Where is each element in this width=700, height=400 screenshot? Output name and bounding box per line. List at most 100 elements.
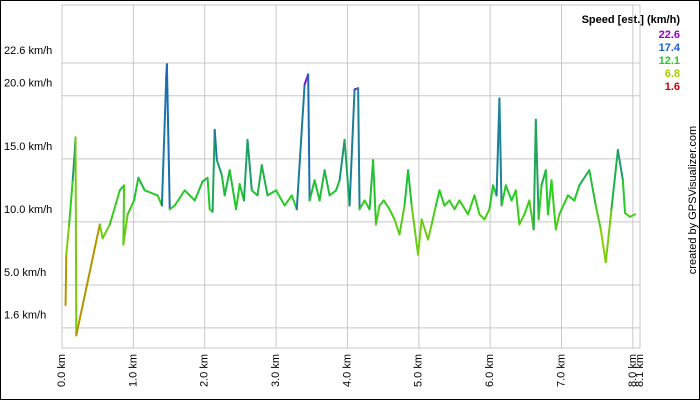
speed-segment <box>215 159 223 177</box>
speed-segment <box>193 180 204 202</box>
speed-segment <box>223 169 231 197</box>
speed-segment <box>372 159 377 226</box>
speed-segment <box>308 179 316 202</box>
speed-segment <box>378 199 385 207</box>
speed-segment <box>500 184 507 207</box>
x-tick-label: 2.0 km <box>199 354 211 387</box>
speed-segment <box>348 88 356 207</box>
legend-value: 1.6 <box>665 81 680 93</box>
speed-segment <box>357 87 361 211</box>
x-tick-label: 1.0 km <box>127 354 139 387</box>
speed-segment <box>283 194 293 207</box>
speed-segment <box>250 189 259 197</box>
y-tick-label: 10.0 km/h <box>4 204 52 216</box>
speed-segment <box>573 184 581 202</box>
speed-segment <box>599 228 607 264</box>
speed-segment <box>228 169 238 211</box>
speed-segment <box>388 208 396 221</box>
speed-segment <box>473 194 481 216</box>
speed-segment <box>430 204 437 226</box>
speed-segment <box>544 169 549 216</box>
speed-segment <box>343 138 351 207</box>
speed-segment <box>122 213 129 246</box>
speed-segment <box>74 136 78 337</box>
speed-segment <box>558 194 569 216</box>
speed-segment <box>537 184 543 221</box>
x-tick-label: 3.0 km <box>270 354 282 387</box>
speed-segment <box>328 189 338 197</box>
speed-segment <box>467 194 476 216</box>
speed-segment <box>403 169 410 207</box>
legend-value: 22.6 <box>659 29 680 41</box>
speed-segment <box>382 199 391 211</box>
x-tick-label: 6.0 km <box>484 354 496 387</box>
x-tick-label: 7.0 km <box>555 354 567 387</box>
speed-segment <box>126 199 136 216</box>
y-tick-label: 15.0 km/h <box>4 141 52 153</box>
speed-segment <box>206 176 211 211</box>
speed-segment <box>420 218 430 241</box>
speed-segment <box>478 213 486 221</box>
speed-segment <box>246 138 253 192</box>
speed-segment <box>65 223 71 256</box>
speed-segment <box>534 118 540 221</box>
speed-segment <box>75 223 101 337</box>
speed-segment <box>578 169 591 187</box>
speed-segment <box>307 73 311 202</box>
speed-segment <box>610 149 619 211</box>
legend-value: 12.1 <box>659 55 680 67</box>
speed-segment <box>488 184 495 211</box>
speed-segment <box>438 189 446 207</box>
speed-segment <box>616 149 624 182</box>
speed-segment <box>393 218 401 236</box>
speed-segment <box>427 223 433 241</box>
speed-segment <box>165 63 171 211</box>
speed-segment <box>335 179 341 192</box>
speed-segment <box>183 189 196 202</box>
speed-segment <box>168 204 176 211</box>
speed-segment <box>566 194 576 202</box>
credit: created by GPSVisualizer.com <box>687 126 699 274</box>
speed-segment <box>483 208 491 221</box>
speed-segment <box>323 169 331 197</box>
speed-segment <box>133 176 140 202</box>
speed-segment <box>256 164 263 197</box>
speed-segment <box>211 128 216 213</box>
speed-segment <box>398 204 406 236</box>
speed-segment <box>143 189 159 197</box>
speed-segment <box>546 179 553 216</box>
speed-segment <box>173 189 186 207</box>
speed-segment <box>318 169 326 202</box>
speed-segment <box>624 212 632 218</box>
x-tick-label: 4.0 km <box>341 354 353 387</box>
speed-segment <box>458 199 470 216</box>
x-tick-label: 0.0 km <box>56 354 68 387</box>
speed-segment <box>498 97 503 207</box>
speed-segment <box>407 169 413 207</box>
speed-segment <box>621 179 627 215</box>
speed-segment <box>518 213 526 226</box>
speed-segment <box>266 189 278 197</box>
speed-segment <box>220 174 226 197</box>
speed-segment <box>374 204 381 226</box>
y-tick-label: 5.0 km/h <box>4 267 46 279</box>
speed-segment <box>235 183 241 211</box>
speed-segment <box>160 78 168 207</box>
speed-segment <box>588 169 597 207</box>
speed-segment <box>260 164 269 197</box>
speed-segment <box>275 189 286 207</box>
speed-segment <box>313 179 321 202</box>
speed-segment <box>417 218 423 256</box>
x-tick-label: 5.0 km <box>413 354 425 387</box>
speed-segment <box>504 184 513 202</box>
speed-segment <box>98 223 104 240</box>
speed-segment <box>242 138 249 202</box>
speed-segment <box>68 179 74 226</box>
legend-title: Speed [est.] (km/h) <box>582 14 681 26</box>
speed-segment <box>448 199 456 211</box>
speed-segment <box>71 149 76 182</box>
speed-segment <box>554 213 561 231</box>
legend-value: 6.8 <box>665 68 680 80</box>
speed-segment <box>137 176 146 192</box>
